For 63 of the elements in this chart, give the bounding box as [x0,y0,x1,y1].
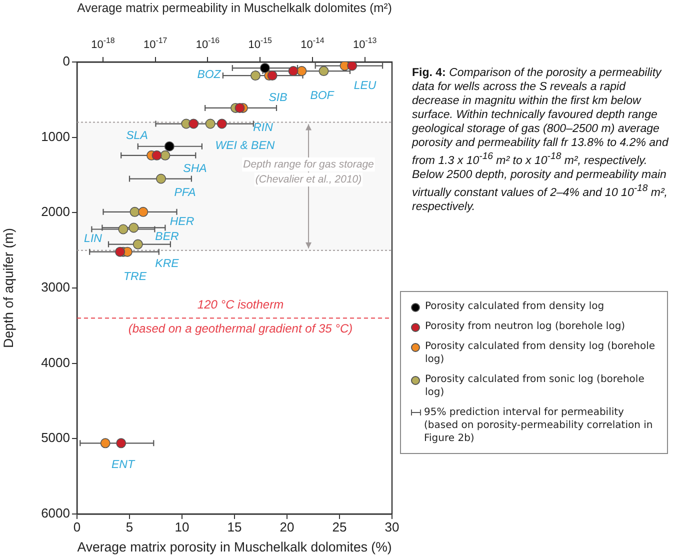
annotation: KRE [155,258,180,270]
point [288,66,298,76]
point [156,174,166,184]
x-tick-label: 25 [332,520,347,535]
y-tick-label: 1000 [41,128,70,144]
point [164,141,174,152]
point [130,206,140,217]
point [296,66,307,76]
point [234,102,245,113]
point [128,222,139,233]
annotation: BOF [310,90,335,102]
legend-label: Porosity calculated from density log (borehole log) [425,340,656,366]
point [118,224,128,234]
point [138,206,148,217]
x-tick-label: 10 [174,520,190,535]
y-tick-label: 2000 [41,204,70,220]
legend-label: Porosity calculated from sonic log (borehole log) [425,373,646,399]
x-tick-label: 20 [280,520,294,535]
annotation: HER [170,216,194,228]
y-tick-label: 0 [62,54,70,69]
annotation: LIN [84,233,103,246]
point [267,70,278,81]
y-tick-label: 6000 [41,506,70,521]
annotation: ENT [112,459,136,472]
point [116,438,126,448]
annotation: LEU [354,80,377,92]
y-tick-label: 5000 [41,430,70,446]
legend-label: Porosity calculated from density log [425,300,604,313]
ref-line-label: 120 °C isotherm (based on a geothermal gradient of 35 °C) [128,297,353,336]
point [250,70,260,81]
annotation: WEI & BEN [215,140,276,152]
annotation: BOZ [197,69,222,82]
annotation: RIN [253,122,274,134]
annotation: PFA [174,187,196,200]
annotation: SLA [126,130,148,142]
point [152,150,162,160]
annotation: BER [155,231,179,244]
point [100,438,110,448]
point [347,62,358,71]
x2-axis-title: Average matrix permeability in Muschelkalk dolomites (m²) [77,0,392,15]
legend-label: Porosity from neutron log (borehole log) [425,320,626,333]
text: 95% prediction interval for permeability (based on porosity-permeability correlation in Figure 2b) [424,406,654,445]
y-tick-label: 3000 [41,280,70,295]
x-tick-label: 15 [227,520,242,535]
annotation: SHA [183,163,208,176]
x-tick-label: 30 [384,520,400,535]
point [160,150,170,160]
x-tick-label: 0 [73,520,81,535]
y-axis-title: Depth of aquifer (m) [0,228,16,348]
point [188,118,199,129]
band-label: Depth range for gas storage (Chevalier et al., 2010) [243,158,374,186]
point [318,66,329,76]
point [132,239,143,250]
point [216,118,227,129]
point [260,63,270,74]
annotation: SIB [268,92,288,104]
x-tick-label: 5 [126,520,134,535]
point [115,246,126,257]
annotation: TRE [124,271,147,284]
y-tick-label: 4000 [41,354,70,370]
x-axis-title: Average matrix porosity in Muschelkalk dolomites (%) [77,540,392,555]
point [205,118,216,129]
caption: Fig. 4: [412,67,446,79]
